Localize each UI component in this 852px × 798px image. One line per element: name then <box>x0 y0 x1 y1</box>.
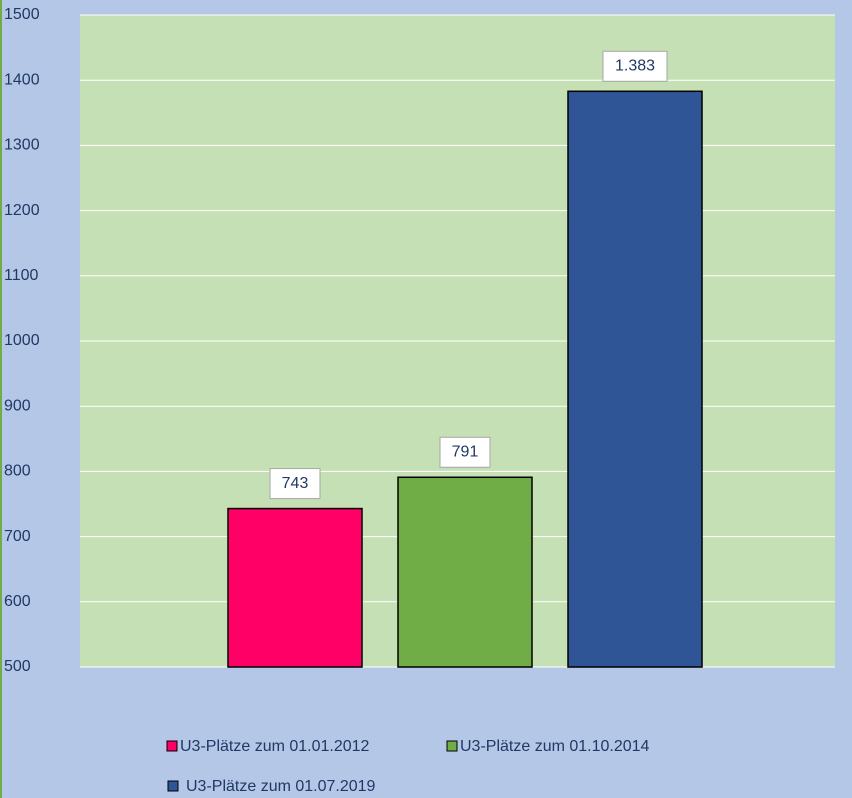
y-tick-label: 1100 <box>4 267 39 284</box>
y-tick-label: 1300 <box>4 137 40 154</box>
y-tick-label: 700 <box>4 528 31 545</box>
data-label: 791 <box>452 443 479 460</box>
y-tick-label: 800 <box>4 463 31 480</box>
legend-swatch <box>166 740 178 752</box>
data-label-box <box>439 436 491 468</box>
data-label: 743 <box>282 475 309 492</box>
data-label-box <box>602 50 668 82</box>
data-label: 1.383 <box>615 58 655 75</box>
bar <box>567 90 703 668</box>
y-tick-label: 1400 <box>4 71 40 88</box>
legend-swatch <box>167 780 179 792</box>
left-edge <box>0 0 2 798</box>
legend-label: U3-Plätze zum 01.01.2012 <box>180 738 370 755</box>
legend-label: U3-Plätze zum 01.10.2014 <box>460 738 650 755</box>
data-label-box <box>269 468 321 500</box>
y-tick-label: 600 <box>4 593 31 610</box>
y-tick-label: 900 <box>4 397 31 414</box>
y-tick-label: 1200 <box>4 202 40 219</box>
bar <box>397 476 533 668</box>
legend-swatch <box>446 740 458 752</box>
legend-label: U3-Plätze zum 01.07.2019 <box>186 778 376 795</box>
y-tick-label: 1500 <box>4 6 40 23</box>
y-tick-label: 500 <box>4 658 31 675</box>
bar <box>227 507 363 668</box>
y-tick-label: 1000 <box>4 332 40 349</box>
